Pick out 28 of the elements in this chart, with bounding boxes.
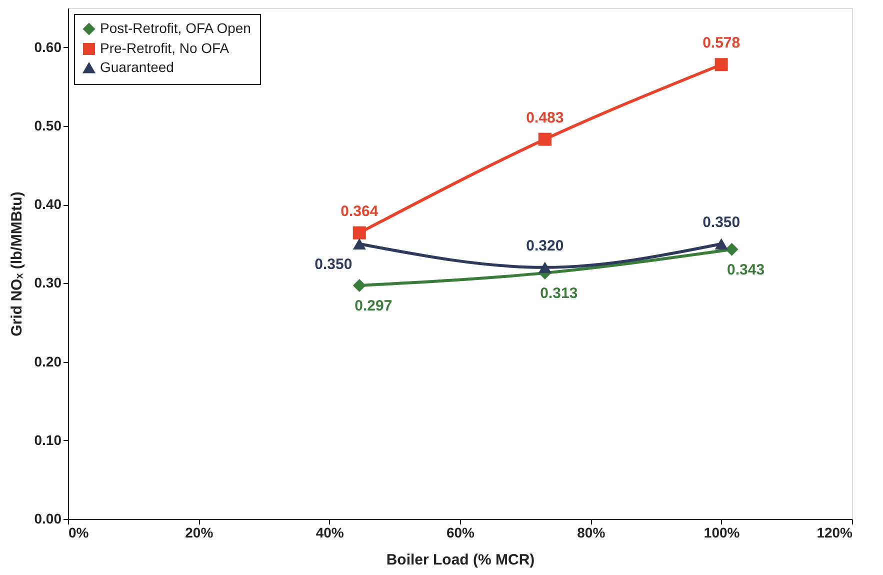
data-label: 0.313 [540, 284, 578, 302]
y-tick-label: 0.60 [34, 38, 62, 55]
x-tick-label: 0% [68, 524, 90, 540]
y-tick-label: 0.10 [34, 432, 62, 448]
data-label: 0.320 [526, 237, 564, 254]
legend-label: Pre-Retrofit, No OFA [100, 40, 230, 56]
legend-label: Post-Retrofit, OFA Open [100, 20, 251, 36]
data-label: 0.364 [340, 202, 379, 220]
data-label: 0.350 [314, 256, 352, 273]
y-tick-label: 0.20 [34, 353, 62, 370]
y-tick-label: 0.30 [34, 274, 62, 291]
data-label: 0.343 [727, 261, 765, 278]
data-label: 0.483 [526, 109, 564, 126]
data-label: 0.350 [702, 214, 740, 231]
x-tick-label: 20% [185, 524, 214, 540]
y-tick-label: 0.50 [34, 117, 62, 134]
x-axis-title: Boiler Load (% MCR) [386, 552, 535, 568]
data-label: 0.578 [702, 34, 740, 52]
x-tick-label: 40% [316, 524, 344, 540]
x-tick-label: 120% [816, 524, 854, 540]
x-tick-label: 100% [704, 524, 740, 540]
y-tick-label: 0.40 [34, 196, 62, 212]
y-axis-title: Grid NOₓ (lb/MMBtu) [8, 192, 26, 336]
y-tick-label: 0.00 [34, 510, 62, 526]
data-label: 0.297 [354, 298, 392, 315]
x-tick-label: 80% [577, 524, 606, 540]
x-tick-label: 60% [446, 524, 476, 540]
legend-label: Guaranteed [100, 59, 174, 75]
